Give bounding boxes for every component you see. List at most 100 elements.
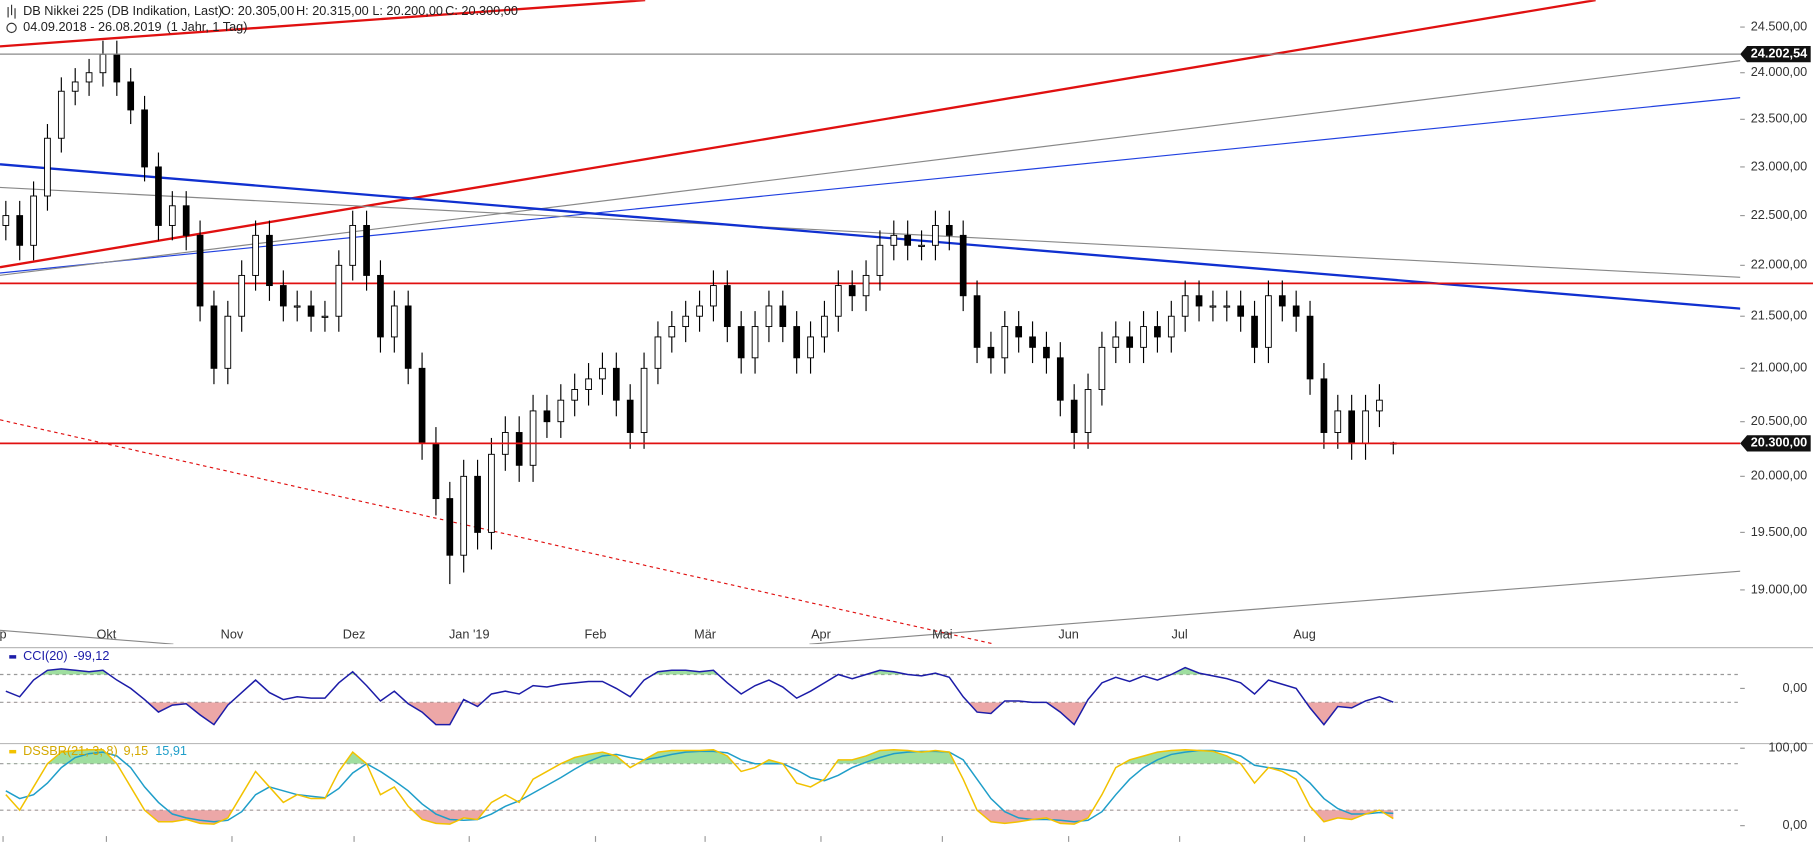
candle-body bbox=[474, 475, 481, 533]
candle-body bbox=[1292, 305, 1300, 317]
candle-body bbox=[779, 305, 787, 328]
candle-body bbox=[1376, 399, 1383, 412]
y-tick-label: 23.500,00 bbox=[1751, 111, 1808, 126]
y-tick-label: 21.500,00 bbox=[1751, 308, 1808, 323]
trend-line bbox=[0, 97, 1741, 274]
candle-body bbox=[668, 326, 676, 338]
candle-body bbox=[987, 346, 995, 359]
candle-body bbox=[404, 305, 412, 369]
y-tick-label: 0,00 bbox=[1782, 817, 1807, 832]
candle-body bbox=[1209, 305, 1217, 308]
candle-body bbox=[1278, 295, 1286, 307]
y-tick-label: 24.000,00 bbox=[1751, 64, 1808, 79]
candle-body bbox=[1167, 315, 1175, 338]
candle-body bbox=[1112, 336, 1120, 348]
candle-body bbox=[168, 205, 176, 226]
candle-body bbox=[1098, 346, 1106, 390]
candle-body bbox=[252, 234, 259, 276]
x-tick-label: Mär bbox=[694, 626, 717, 641]
legend-swatch bbox=[9, 655, 17, 659]
candle-body bbox=[710, 285, 717, 307]
x-tick-label: Jan '19 bbox=[449, 626, 490, 641]
candle-body bbox=[626, 399, 634, 433]
candle-body bbox=[737, 326, 745, 359]
y-tick-label: 20.000,00 bbox=[1751, 468, 1808, 483]
x-tick-label: Feb bbox=[585, 626, 607, 641]
candle-body bbox=[862, 274, 870, 297]
chart-title: DB Nikkei 225 (DB Indikation, Last) bbox=[23, 3, 222, 18]
y-tick-label: 22.500,00 bbox=[1751, 207, 1808, 222]
candle-body bbox=[363, 224, 370, 276]
candle-body bbox=[515, 432, 523, 466]
candle-body bbox=[682, 315, 690, 328]
candle-body bbox=[182, 205, 190, 236]
interval: (1 Jahr, 1 Tag) bbox=[167, 19, 248, 34]
candle-body bbox=[16, 215, 24, 246]
y-tick-label: 22.000,00 bbox=[1751, 257, 1808, 272]
trend-line bbox=[0, 186, 1741, 278]
candle-body bbox=[224, 315, 232, 369]
candle-body bbox=[238, 274, 246, 317]
candle-body bbox=[723, 285, 731, 328]
candle-body bbox=[557, 399, 565, 423]
candle-body bbox=[1001, 326, 1009, 359]
candle-body bbox=[30, 195, 37, 246]
candle-body bbox=[973, 295, 981, 348]
candle-body bbox=[793, 326, 801, 359]
candle-body bbox=[1126, 336, 1134, 348]
candle-body bbox=[1320, 378, 1328, 433]
candle-body bbox=[57, 90, 65, 139]
indicator-line bbox=[5, 749, 1394, 823]
legend-value: 15,91 bbox=[155, 743, 187, 758]
indicator-line bbox=[5, 749, 1394, 825]
candle-body bbox=[377, 274, 384, 338]
candle-body bbox=[932, 224, 939, 246]
candle-body bbox=[751, 326, 759, 359]
candle-body bbox=[640, 367, 648, 433]
price-label-box bbox=[1740, 46, 1811, 63]
y-tick-label: 23.000,00 bbox=[1751, 158, 1808, 173]
ohlc-high: H: 20.315,00 bbox=[296, 3, 369, 18]
clock-icon bbox=[6, 22, 17, 34]
level-fill bbox=[5, 810, 1394, 825]
legend-value: -99,12 bbox=[73, 648, 109, 663]
trend-line bbox=[0, 60, 1741, 276]
candle-body bbox=[848, 285, 856, 297]
period: 04.09.2018 - 26.08.2019 bbox=[23, 19, 161, 34]
candle-body bbox=[1348, 410, 1356, 444]
x-tick-label: p bbox=[0, 626, 7, 641]
candle-body bbox=[1070, 399, 1078, 433]
candle-body bbox=[2, 215, 10, 226]
trend-line bbox=[0, 629, 174, 645]
candle-body bbox=[612, 367, 620, 401]
legend-label: CCI(20) bbox=[23, 648, 67, 663]
trend-line bbox=[0, 0, 646, 48]
candle-body bbox=[821, 315, 828, 338]
candle-body bbox=[446, 498, 454, 556]
candle-body bbox=[335, 264, 343, 317]
candle-body bbox=[99, 53, 107, 74]
trend-line bbox=[0, 0, 1596, 269]
candle-body bbox=[141, 109, 148, 168]
trend-line bbox=[0, 419, 995, 645]
indicator-line bbox=[5, 666, 1394, 726]
candle-body bbox=[432, 442, 440, 500]
candle-body bbox=[266, 234, 273, 287]
legend-value: 9,15 bbox=[124, 743, 149, 758]
candle-body bbox=[571, 389, 579, 401]
level-fill bbox=[47, 749, 1241, 764]
candle-body bbox=[293, 305, 301, 308]
candle-body bbox=[307, 305, 315, 317]
candle-body bbox=[1043, 346, 1050, 359]
candle-body bbox=[113, 53, 121, 83]
candle-body bbox=[543, 410, 551, 423]
y-tick-label: 19.000,00 bbox=[1751, 581, 1808, 596]
y-tick-label: 19.500,00 bbox=[1751, 524, 1808, 539]
candle-body bbox=[807, 336, 814, 359]
ohlc-close: C: 20.300,00 bbox=[445, 3, 518, 18]
header: DB Nikkei 225 (DB Indikation, Last) O: 2… bbox=[6, 3, 518, 34]
candle-body bbox=[1154, 326, 1161, 338]
candle-body bbox=[918, 244, 925, 247]
x-tick-label: Dez bbox=[343, 626, 366, 641]
